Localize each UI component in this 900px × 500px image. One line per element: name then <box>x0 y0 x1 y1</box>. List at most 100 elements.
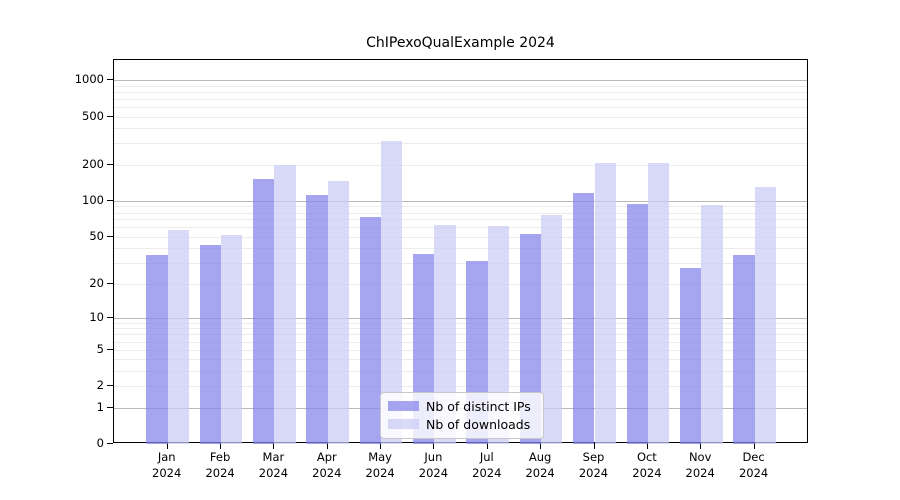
gridline-minor-50 <box>114 236 807 238</box>
y-tick-mark-2 <box>107 385 113 387</box>
y-tick-mark-50 <box>107 235 113 237</box>
x-tick-label-jul: Jul 2024 <box>472 450 502 480</box>
gridline-minor-800 <box>114 91 807 93</box>
y-tick-mark-5 <box>107 348 113 350</box>
bar-downloads-apr <box>327 181 350 444</box>
y-tick-label-2: 2 <box>96 378 104 393</box>
x-tick-mark-apr <box>326 443 328 449</box>
gridline-minor-8 <box>114 328 807 330</box>
chart-title: ChIPexoQualExample 2024 <box>366 35 555 51</box>
y-tick-mark-200 <box>107 163 113 165</box>
bar-downloads-jan <box>167 230 190 444</box>
bar-distinct-ips-nov <box>679 268 702 444</box>
bar-downloads-oct <box>647 162 670 444</box>
y-tick-label-500: 500 <box>82 108 104 123</box>
x-tick-label-apr: Apr 2024 <box>312 450 342 480</box>
legend-item-distinct-ips: Nb of distinct IPs <box>388 397 535 415</box>
gridline-minor-80 <box>114 212 807 214</box>
x-tick-mark-sep <box>593 443 595 449</box>
legend-item-downloads: Nb of downloads <box>388 415 535 433</box>
bar-distinct-ips-aug <box>519 233 542 444</box>
gridline-minor-2 <box>114 386 807 388</box>
x-tick-label-oct: Oct 2024 <box>632 450 662 480</box>
bar-downloads-jul <box>487 225 510 444</box>
bar-distinct-ips-dec <box>733 255 755 444</box>
legend-swatch-downloads <box>388 419 419 429</box>
bar-distinct-ips-may <box>359 217 382 444</box>
bar-distinct-ips-oct <box>626 203 648 444</box>
y-tick-mark-0 <box>107 443 113 444</box>
x-tick-mark-jan <box>166 443 168 449</box>
gridline-minor-20 <box>114 283 807 285</box>
bar-distinct-ips-jan <box>146 255 168 444</box>
bar-downloads-feb <box>221 234 243 444</box>
y-tick-mark-1000 <box>107 79 113 80</box>
legend-swatch-distinct-ips <box>388 401 419 411</box>
y-tick-label-100: 100 <box>82 192 104 207</box>
x-tick-label-nov: Nov 2024 <box>685 450 715 480</box>
legend: Nb of distinct IPs Nb of downloads <box>380 392 544 439</box>
gridline-minor-40 <box>114 248 807 250</box>
gridline-minor-90 <box>114 206 807 208</box>
gridline-major-100 <box>114 200 807 202</box>
bar-downloads-jun <box>434 224 456 444</box>
gridline-minor-900 <box>114 85 807 87</box>
gridline-minor-6 <box>114 341 807 343</box>
gridline-minor-700 <box>114 98 807 100</box>
x-tick-mark-oct <box>646 443 648 449</box>
bar-downloads-sep <box>594 162 616 444</box>
bar-downloads-may <box>381 141 403 444</box>
x-tick-label-sep: Sep 2024 <box>578 450 609 480</box>
bar-distinct-ips-mar <box>253 179 275 444</box>
y-tick-label-10: 10 <box>89 309 104 324</box>
gridline-minor-9 <box>114 322 807 324</box>
x-tick-mark-may <box>380 443 382 449</box>
y-tick-label-200: 200 <box>82 156 104 171</box>
x-tick-label-aug: Aug 2024 <box>525 450 555 480</box>
x-tick-mark-jul <box>486 443 488 449</box>
x-tick-label-jan: Jan 2024 <box>152 450 182 480</box>
gridline-minor-7 <box>114 334 807 336</box>
y-tick-label-50: 50 <box>89 228 104 243</box>
y-tick-mark-100 <box>107 199 113 201</box>
x-tick-mark-dec <box>753 443 755 449</box>
x-tick-label-jun: Jun 2024 <box>418 450 449 480</box>
gridline-minor-500 <box>114 116 807 118</box>
legend-label-distinct-ips: Nb of distinct IPs <box>426 398 531 414</box>
y-tick-label-1000: 1000 <box>74 72 104 86</box>
y-tick-mark-500 <box>107 115 113 117</box>
x-tick-label-may: May 2024 <box>365 450 395 480</box>
y-tick-label-1: 1 <box>96 399 104 414</box>
y-tick-mark-20 <box>107 282 113 284</box>
gridline-minor-400 <box>114 128 807 130</box>
gridline-minor-300 <box>114 143 807 145</box>
x-tick-mark-feb <box>220 443 222 449</box>
y-tick-mark-10 <box>107 316 113 318</box>
gridline-minor-200 <box>114 164 807 166</box>
y-tick-mark-1 <box>107 406 113 408</box>
gridline-minor-600 <box>114 106 807 108</box>
gridline-major-10 <box>114 317 807 319</box>
x-tick-mark-jun <box>433 443 435 449</box>
x-tick-label-feb: Feb 2024 <box>205 450 235 480</box>
bar-distinct-ips-sep <box>573 192 595 444</box>
x-tick-mark-nov <box>700 443 702 449</box>
gridline-minor-4 <box>114 359 807 361</box>
gridline-minor-30 <box>114 263 807 265</box>
gridline-minor-60 <box>114 227 807 229</box>
bar-downloads-aug <box>541 215 563 444</box>
x-tick-label-dec: Dec 2024 <box>738 450 769 480</box>
bar-downloads-nov <box>701 204 723 444</box>
gridline-minor-70 <box>114 219 807 221</box>
gridline-minor-3 <box>114 371 807 372</box>
x-tick-mark-mar <box>273 443 275 449</box>
gridline-minor-5 <box>114 349 807 351</box>
bar-distinct-ips-feb <box>199 244 222 444</box>
y-tick-label-20: 20 <box>89 275 104 290</box>
legend-label-downloads: Nb of downloads <box>426 416 531 432</box>
y-tick-label-5: 5 <box>96 341 104 356</box>
bar-distinct-ips-apr <box>306 194 328 444</box>
bar-downloads-mar <box>274 165 296 444</box>
x-tick-label-mar: Mar 2024 <box>258 450 289 480</box>
